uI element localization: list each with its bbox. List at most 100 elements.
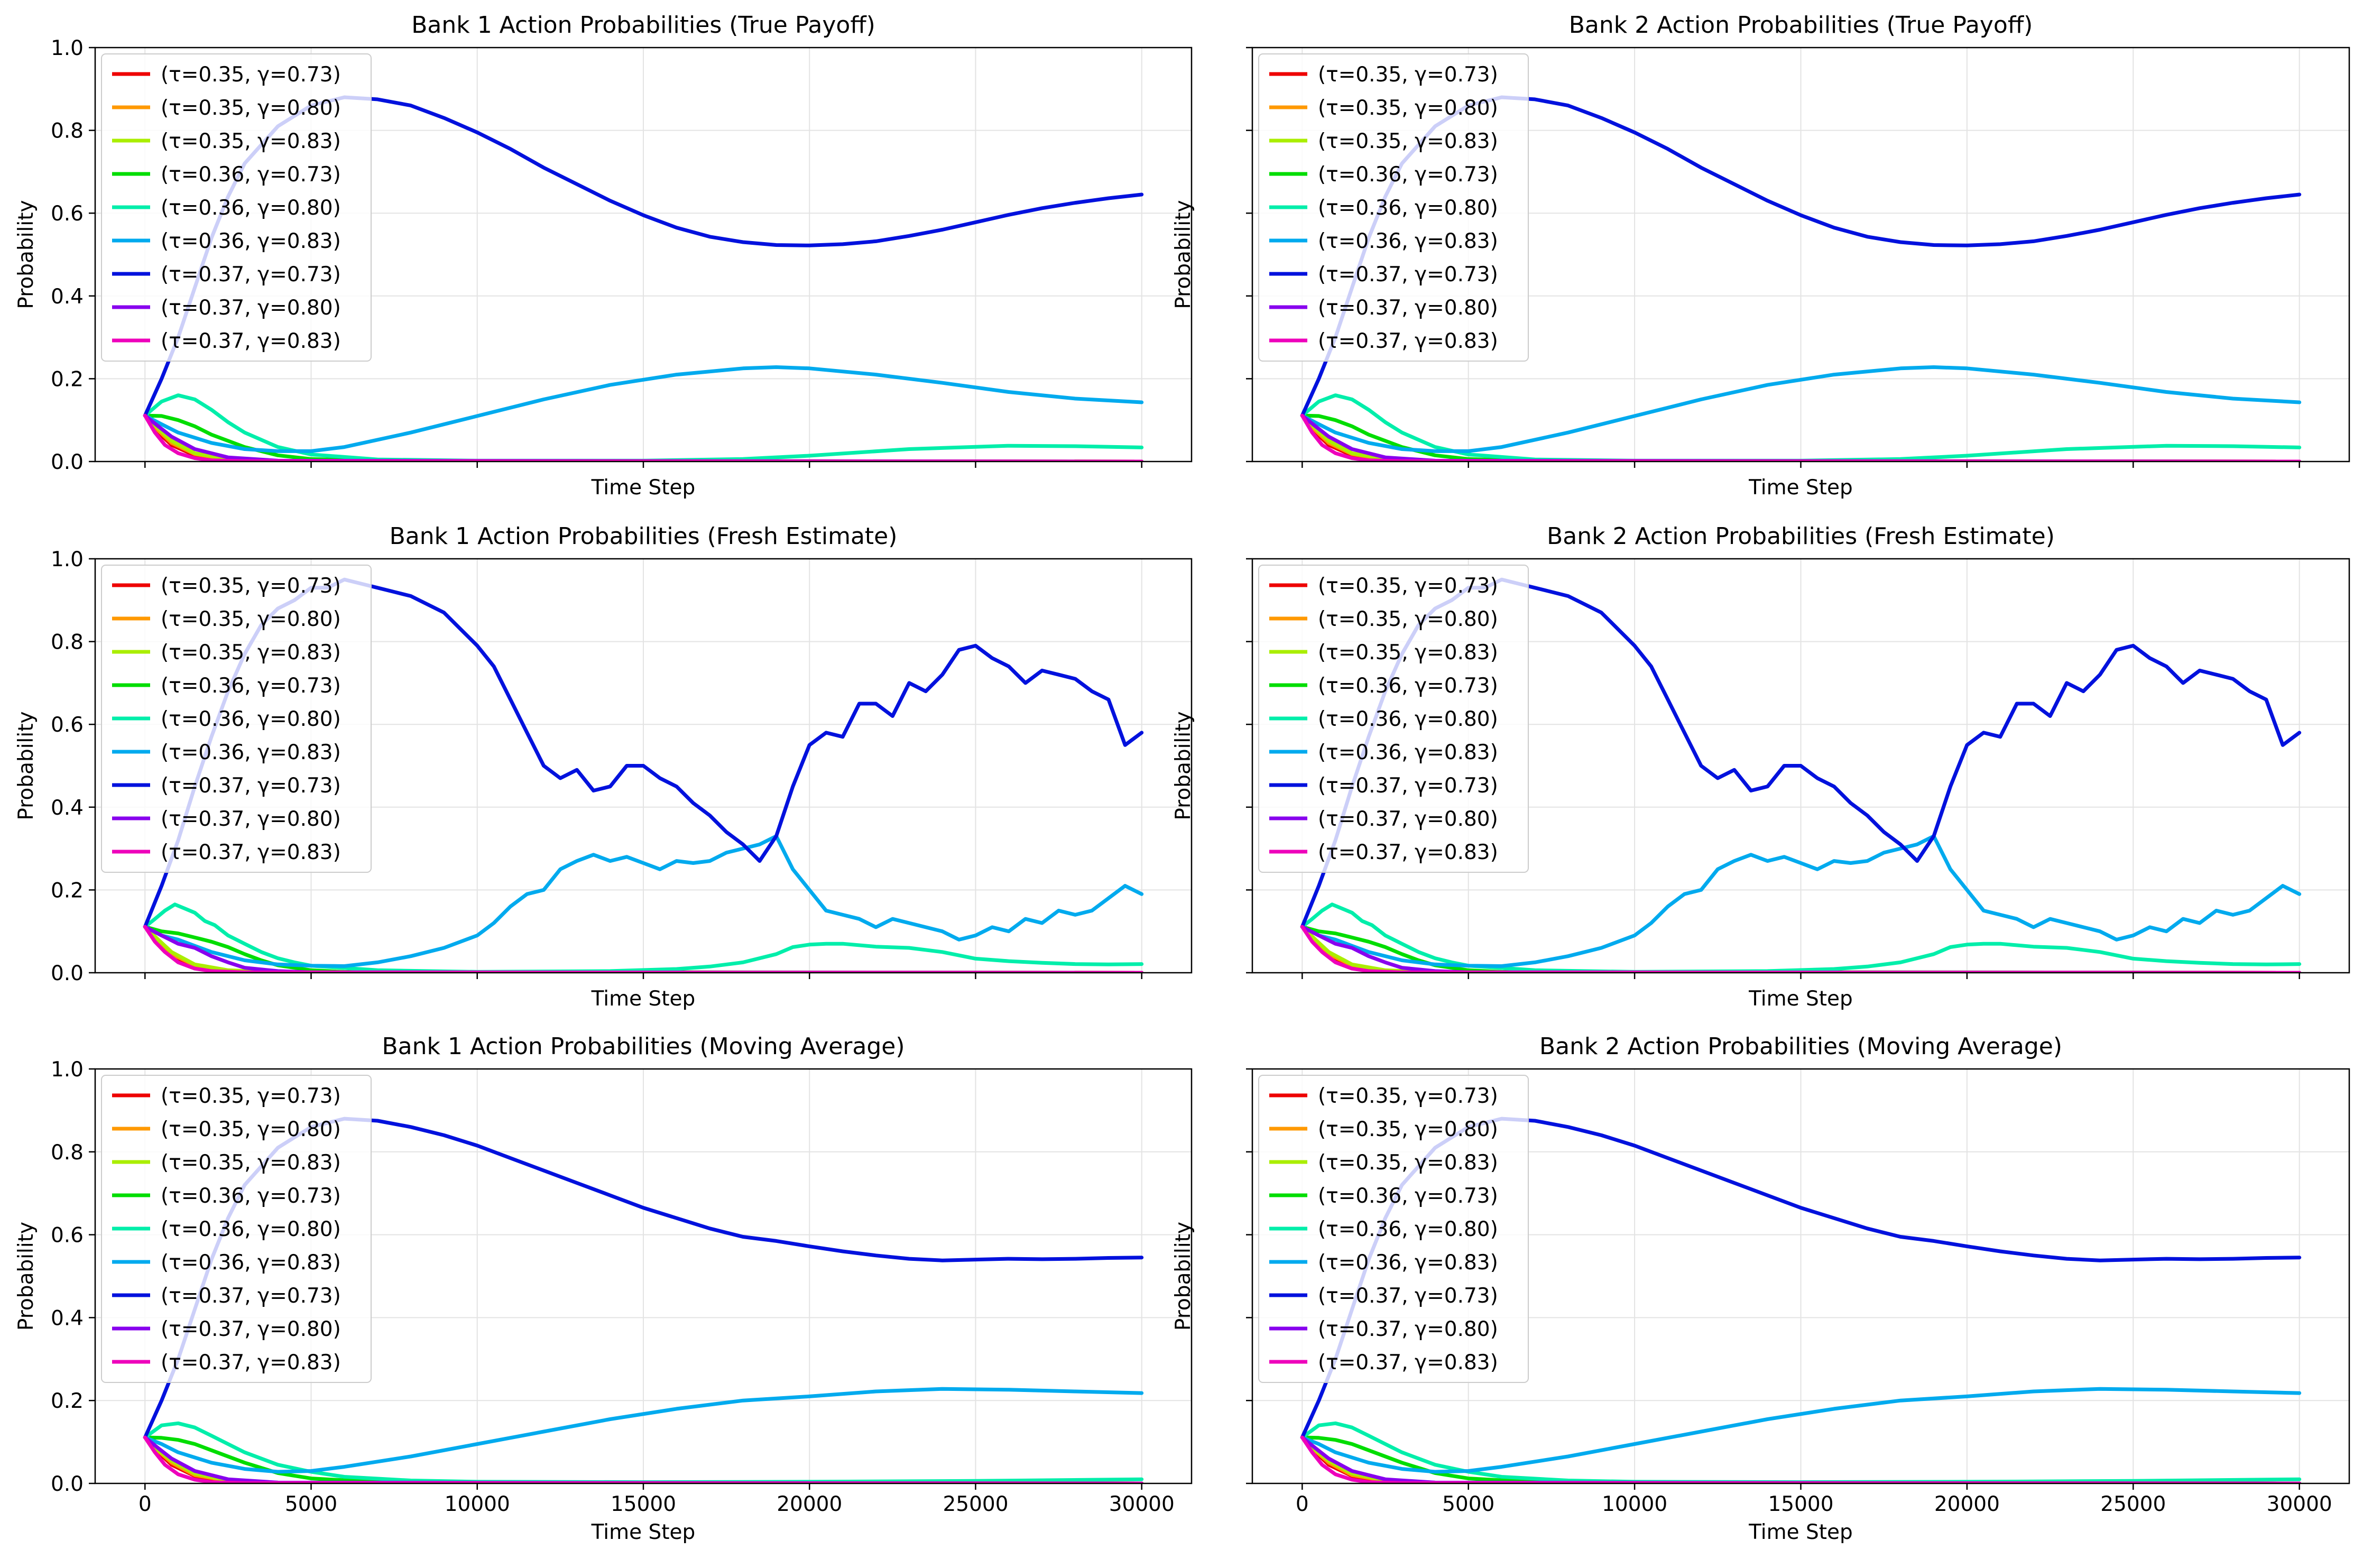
legend-box	[101, 1075, 372, 1383]
legend-label: (τ=0.35, γ=0.73)	[161, 63, 341, 87]
series-line-5	[1300, 902, 2302, 973]
legend: (τ=0.35, γ=0.73) (τ=0.35, γ=0.80) (τ=0.35,…	[1258, 1075, 1529, 1383]
legend-label: (τ=0.35, γ=0.80)	[161, 96, 341, 120]
legend-label: (τ=0.36, γ=0.73)	[1318, 163, 1498, 187]
series-line-6	[143, 834, 1144, 968]
legend-label: (τ=0.37, γ=0.83)	[161, 1351, 341, 1375]
legend-label: (τ=0.35, γ=0.80)	[161, 607, 341, 631]
chart-title: Bank 2 Action Probabilities (Fresh Estim…	[1547, 523, 2055, 550]
legend-label: (τ=0.35, γ=0.73)	[1318, 574, 1498, 598]
x-axis-label: Time Step	[1748, 476, 1853, 500]
y-tick-label: 0.0	[51, 1472, 84, 1496]
chart-panel-3: 0.0 0.2 0.4 0.6 0.8 1.0 Bank 1 Action Probabil…	[14, 523, 1193, 1011]
x-axis-label: Time Step	[591, 987, 696, 1011]
chart-panel-1: 0.0 0.2 0.4 0.6 0.8 1.0 Bank 1 Action Probabil…	[14, 12, 1193, 500]
series-line-6	[1300, 834, 2302, 968]
legend-label: (τ=0.37, γ=0.83)	[161, 329, 341, 353]
y-tick-label: 0.8	[51, 119, 84, 143]
x-tick-label: 20000	[777, 1492, 842, 1516]
y-tick-label: 0.0	[51, 962, 84, 985]
legend-label: (τ=0.37, γ=0.80)	[1318, 1317, 1498, 1341]
y-axis-label: Probability	[1171, 200, 1195, 309]
legend-label: (τ=0.36, γ=0.73)	[1318, 1184, 1498, 1208]
x-axis-label: Time Step	[591, 1520, 696, 1544]
legend-label: (τ=0.35, γ=0.73)	[161, 1084, 341, 1108]
series-line-6	[1300, 1387, 2302, 1474]
y-axis-label: Probability	[14, 1222, 38, 1331]
x-tick-label: 5000	[285, 1492, 337, 1516]
legend-label: (τ=0.37, γ=0.73)	[161, 263, 341, 287]
legend-label: (τ=0.35, γ=0.80)	[1318, 607, 1498, 631]
legend-label: (τ=0.35, γ=0.83)	[161, 130, 341, 153]
legend-label: (τ=0.37, γ=0.80)	[1318, 807, 1498, 831]
legend-label: (τ=0.37, γ=0.73)	[161, 1284, 341, 1308]
x-tick-label: 10000	[1602, 1492, 1667, 1516]
y-axis-label: Probability	[1171, 711, 1195, 820]
x-tick-label: 15000	[1768, 1492, 1833, 1516]
y-tick-label: 0.2	[51, 367, 84, 391]
legend-label: (τ=0.36, γ=0.83)	[161, 1251, 341, 1275]
y-tick-label: 1.0	[51, 36, 84, 60]
legend-label: (τ=0.36, γ=0.73)	[161, 1184, 341, 1208]
chart-panel-4: Bank 2 Action Probabilities (Fresh Estim…	[1171, 523, 2350, 1011]
x-tick-label: 5000	[1442, 1492, 1494, 1516]
legend-label: (τ=0.36, γ=0.83)	[1318, 229, 1498, 253]
y-tick-label: 0.4	[51, 1306, 84, 1330]
legend-box	[1258, 1075, 1529, 1383]
legend-label: (τ=0.36, γ=0.80)	[1318, 707, 1498, 731]
x-axis-label: Time Step	[591, 476, 696, 500]
legend-label: (τ=0.37, γ=0.73)	[1318, 263, 1498, 287]
x-tick-label: 25000	[2100, 1492, 2166, 1516]
y-axis-label: Probability	[14, 200, 38, 309]
legend-label: (τ=0.37, γ=0.80)	[161, 807, 341, 831]
legend-label: (τ=0.36, γ=0.80)	[1318, 1217, 1498, 1241]
legend-box	[1258, 565, 1529, 873]
chart-title: Bank 2 Action Probabilities (Moving Aver…	[1539, 1033, 2062, 1060]
legend: (τ=0.35, γ=0.73) (τ=0.35, γ=0.80) (τ=0.35,…	[101, 1075, 372, 1383]
legend-label: (τ=0.37, γ=0.80)	[161, 1317, 341, 1341]
legend-label: (τ=0.36, γ=0.80)	[161, 707, 341, 731]
x-tick-label: 15000	[611, 1492, 676, 1516]
legend: (τ=0.35, γ=0.73) (τ=0.35, γ=0.80) (τ=0.35,…	[101, 565, 372, 873]
legend: (τ=0.35, γ=0.73) (τ=0.35, γ=0.80) (τ=0.35,…	[101, 53, 372, 362]
x-axis-label: Time Step	[1748, 1520, 1853, 1544]
chart-title: Bank 1 Action Probabilities (Moving Aver…	[382, 1033, 905, 1060]
y-tick-label: 0.8	[51, 631, 84, 654]
x-tick-label: 0	[139, 1492, 152, 1516]
legend-label: (τ=0.36, γ=0.73)	[161, 674, 341, 698]
legend: (τ=0.35, γ=0.73) (τ=0.35, γ=0.80) (τ=0.35,…	[1258, 565, 1529, 873]
legend-label: (τ=0.36, γ=0.80)	[1318, 196, 1498, 220]
legend-box	[1258, 53, 1529, 362]
x-tick-label: 0	[1296, 1492, 1309, 1516]
legend-label: (τ=0.37, γ=0.80)	[1318, 296, 1498, 320]
x-tick-label: 10000	[445, 1492, 510, 1516]
x-tick-label: 20000	[1934, 1492, 2000, 1516]
legend-label: (τ=0.35, γ=0.73)	[161, 574, 341, 598]
legend-label: (τ=0.37, γ=0.73)	[161, 774, 341, 798]
chart-title: Bank 2 Action Probabilities (True Payoff…	[1569, 12, 2033, 39]
chart-title: Bank 1 Action Probabilities (Fresh Estim…	[390, 523, 898, 550]
legend-label: (τ=0.37, γ=0.73)	[1318, 1284, 1498, 1308]
legend-label: (τ=0.36, γ=0.83)	[1318, 1251, 1498, 1275]
legend-label: (τ=0.36, γ=0.80)	[161, 1217, 341, 1241]
y-axis-label: Probability	[14, 711, 38, 820]
y-tick-label: 0.6	[51, 1224, 84, 1248]
y-tick-label: 0.4	[51, 285, 84, 309]
y-tick-label: 1.0	[51, 1058, 84, 1082]
y-tick-label: 0.8	[51, 1141, 84, 1165]
legend: (τ=0.35, γ=0.73) (τ=0.35, γ=0.80) (τ=0.35,…	[1258, 53, 1529, 362]
legend-box	[101, 53, 372, 362]
legend-label: (τ=0.36, γ=0.83)	[161, 229, 341, 253]
legend-label: (τ=0.36, γ=0.73)	[1318, 674, 1498, 698]
y-tick-label: 0.2	[51, 1389, 84, 1413]
series-group	[143, 95, 1144, 462]
y-tick-label: 0.6	[51, 202, 84, 226]
chart-panel-2: Bank 2 Action Probabilities (True Payoff…	[1171, 12, 2350, 500]
legend-label: (τ=0.36, γ=0.83)	[161, 741, 341, 764]
y-tick-label: 1.0	[51, 548, 84, 571]
legend-box	[101, 565, 372, 873]
legend-label: (τ=0.35, γ=0.83)	[161, 1151, 341, 1175]
legend-label: (τ=0.37, γ=0.83)	[1318, 841, 1498, 864]
legend-label: (τ=0.35, γ=0.83)	[161, 641, 341, 665]
